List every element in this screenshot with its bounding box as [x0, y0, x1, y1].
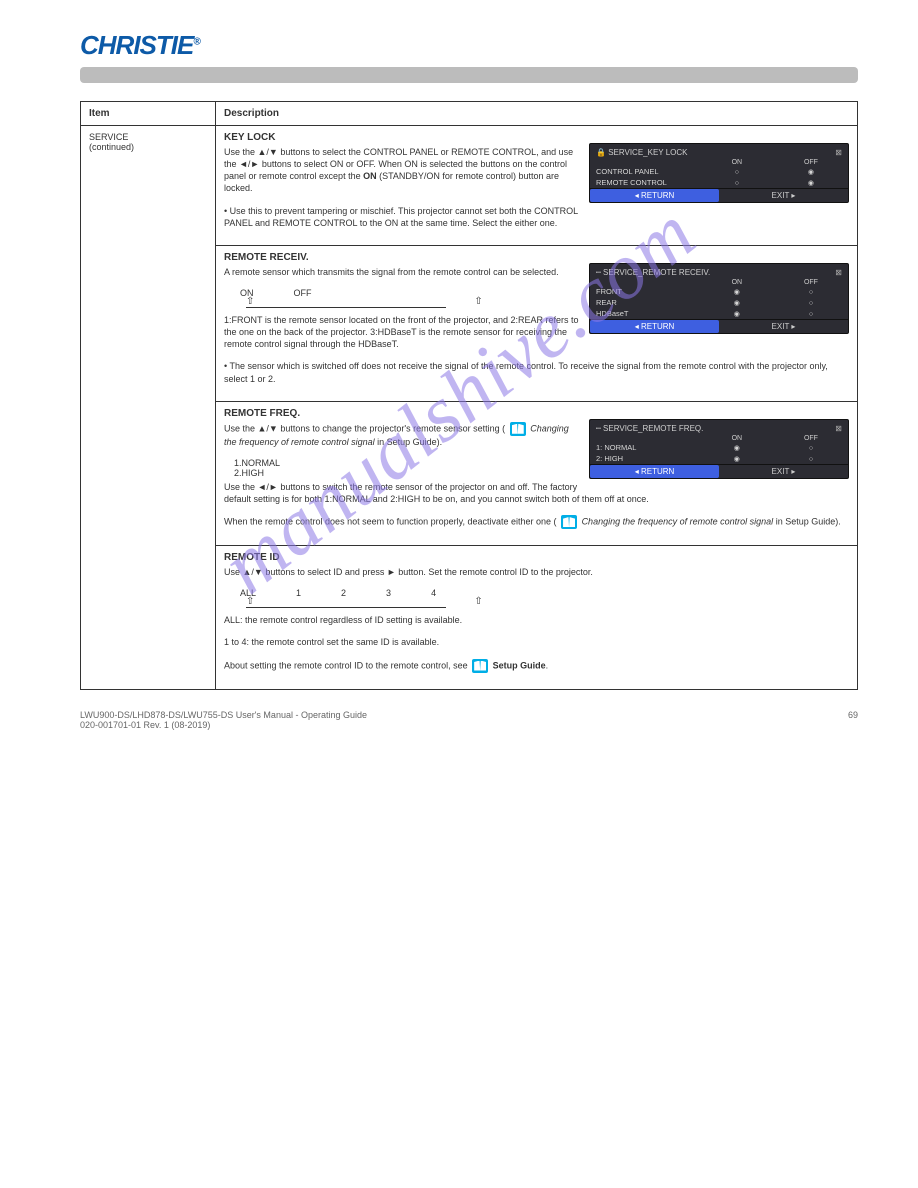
osd-exit-button: EXIT: [719, 465, 848, 478]
close-icon: ⊠: [835, 424, 842, 433]
logo-text: CHRISTIE: [80, 30, 193, 60]
cell-remote-id: REMOTE ID Use ▲/▼ buttons to select ID a…: [216, 546, 858, 689]
arrow-up-icon: ⇧: [474, 296, 482, 307]
radio-icon: [809, 287, 813, 296]
osd-return-button: RETURN: [590, 320, 719, 333]
cell-remote-freq: REMOTE FREQ. ┉ SERVICE_REMOTE FREQ. ⊠ ON…: [216, 401, 858, 545]
osd-row: 1: NORMAL: [590, 442, 848, 453]
radio-icon: [809, 309, 813, 318]
radio-icon: [734, 454, 740, 463]
remoteid-desc2: ALL: the remote control regardless of ID…: [224, 614, 849, 626]
osd-exit-button: EXIT: [719, 320, 848, 333]
osd-row: HDBaseT: [590, 308, 848, 319]
book-icon: [472, 659, 488, 673]
id-selector: ALL 1 2 3 4 ⇧ ⇧: [234, 588, 849, 608]
osd-row: 2: HIGH: [590, 453, 848, 464]
osd-remotefreq: ┉ SERVICE_REMOTE FREQ. ⊠ ON OFF 1: NORMA…: [589, 419, 849, 479]
cell-keylock: KEY LOCK 🔒 SERVICE_KEY LOCK ⊠ ON OFF: [216, 126, 858, 246]
remote-icon: ┉ SERVICE_REMOTE FREQ.: [596, 424, 703, 433]
osd-row: CONTROL PANEL: [590, 166, 848, 177]
osd-return-button: RETURN: [590, 465, 719, 478]
arrow-up-icon: ⇧: [246, 596, 254, 607]
header-item: Item: [81, 102, 216, 126]
osd-title: ┉ SERVICE_REMOTE FREQ. ⊠: [590, 422, 848, 435]
radio-icon: [734, 309, 740, 318]
content-table: Item Description SERVICE (continued) KEY…: [80, 101, 858, 690]
page-footer: LWU900-DS/LHD878-DS/LWU755-DS User's Man…: [80, 710, 858, 730]
remoteid-title: REMOTE ID: [224, 552, 849, 563]
lock-icon: 🔒 SERVICE_KEY LOCK: [596, 148, 687, 157]
book-icon: [510, 422, 526, 436]
arrow-up-icon: ⇧: [474, 596, 482, 607]
footer-title: LWU900-DS/LHD878-DS/LWU755-DS User's Man…: [80, 710, 367, 720]
osd-title: ┉ SERVICE_REMOTE RECEIV. ⊠: [590, 266, 848, 279]
radio-icon: [734, 443, 740, 452]
radio-icon: [735, 167, 739, 176]
remote-icon: ┉ SERVICE_REMOTE RECEIV.: [596, 268, 710, 277]
table-header-row: Item Description: [81, 102, 858, 126]
book-icon: [561, 515, 577, 529]
osd-remoterecv: ┉ SERVICE_REMOTE RECEIV. ⊠ ON OFF FRONT: [589, 263, 849, 334]
remoteid-desc4: About setting the remote control ID to t…: [224, 659, 849, 673]
table-row: SERVICE (continued) KEY LOCK 🔒 SERVICE_K…: [81, 126, 858, 246]
osd-footer: RETURN EXIT: [590, 319, 848, 333]
radio-icon: [808, 167, 814, 176]
remotefreq-desc2: Use the ◄/► buttons to switch the remote…: [224, 481, 849, 505]
page-number: 69: [848, 710, 858, 730]
osd-return-button: RETURN: [590, 189, 719, 202]
radio-icon: [808, 178, 814, 187]
remotefreq-title: REMOTE FREQ.: [224, 408, 849, 419]
remoterecv-title: REMOTE RECEIV.: [224, 252, 849, 263]
osd-col-head: ON OFF: [590, 159, 848, 166]
remotefreq-desc3: When the remote control does not seem to…: [224, 515, 849, 529]
arrow-up-icon: ⇧: [246, 296, 254, 307]
osd-exit-button: EXIT: [719, 189, 848, 202]
header-divider: [80, 67, 858, 83]
osd-row: REAR: [590, 297, 848, 308]
remoterecv-note: • The sensor which is switched off does …: [224, 360, 849, 384]
radio-icon: [809, 443, 813, 452]
brand-logo: CHRISTIE®: [80, 30, 858, 61]
left-service-label: SERVICE (continued): [81, 126, 216, 690]
footer-docid: 020-001701-01 Rev. 1 (08-2019): [80, 720, 367, 730]
close-icon: ⊠: [835, 268, 842, 277]
osd-keylock: 🔒 SERVICE_KEY LOCK ⊠ ON OFF CONTROL PANE…: [589, 143, 849, 203]
osd-footer: RETURN EXIT: [590, 188, 848, 202]
osd-row: FRONT: [590, 286, 848, 297]
keylock-desc2: • Use this to prevent tampering or misch…: [224, 205, 849, 229]
radio-icon: [735, 178, 739, 187]
page-root: CHRISTIE® Item Description SERVICE (cont…: [0, 0, 918, 770]
osd-footer: RETURN EXIT: [590, 464, 848, 478]
trademark-symbol: ®: [193, 36, 199, 47]
radio-icon: [809, 298, 813, 307]
remoteid-desc3: 1 to 4: the remote control set the same …: [224, 636, 849, 648]
radio-icon: [734, 298, 740, 307]
cell-remote-recv: REMOTE RECEIV. ┉ SERVICE_REMOTE RECEIV. …: [216, 245, 858, 401]
close-icon: ⊠: [835, 148, 842, 157]
radio-icon: [734, 287, 740, 296]
header-description: Description: [216, 102, 858, 126]
osd-col-head: ON OFF: [590, 435, 848, 442]
keylock-title: KEY LOCK: [224, 132, 849, 143]
osd-col-head: ON OFF: [590, 279, 848, 286]
osd-row: REMOTE CONTROL: [590, 177, 848, 188]
radio-icon: [809, 454, 813, 463]
remoteid-desc1: Use ▲/▼ buttons to select ID and press ►…: [224, 566, 849, 578]
osd-title: 🔒 SERVICE_KEY LOCK ⊠: [590, 146, 848, 159]
